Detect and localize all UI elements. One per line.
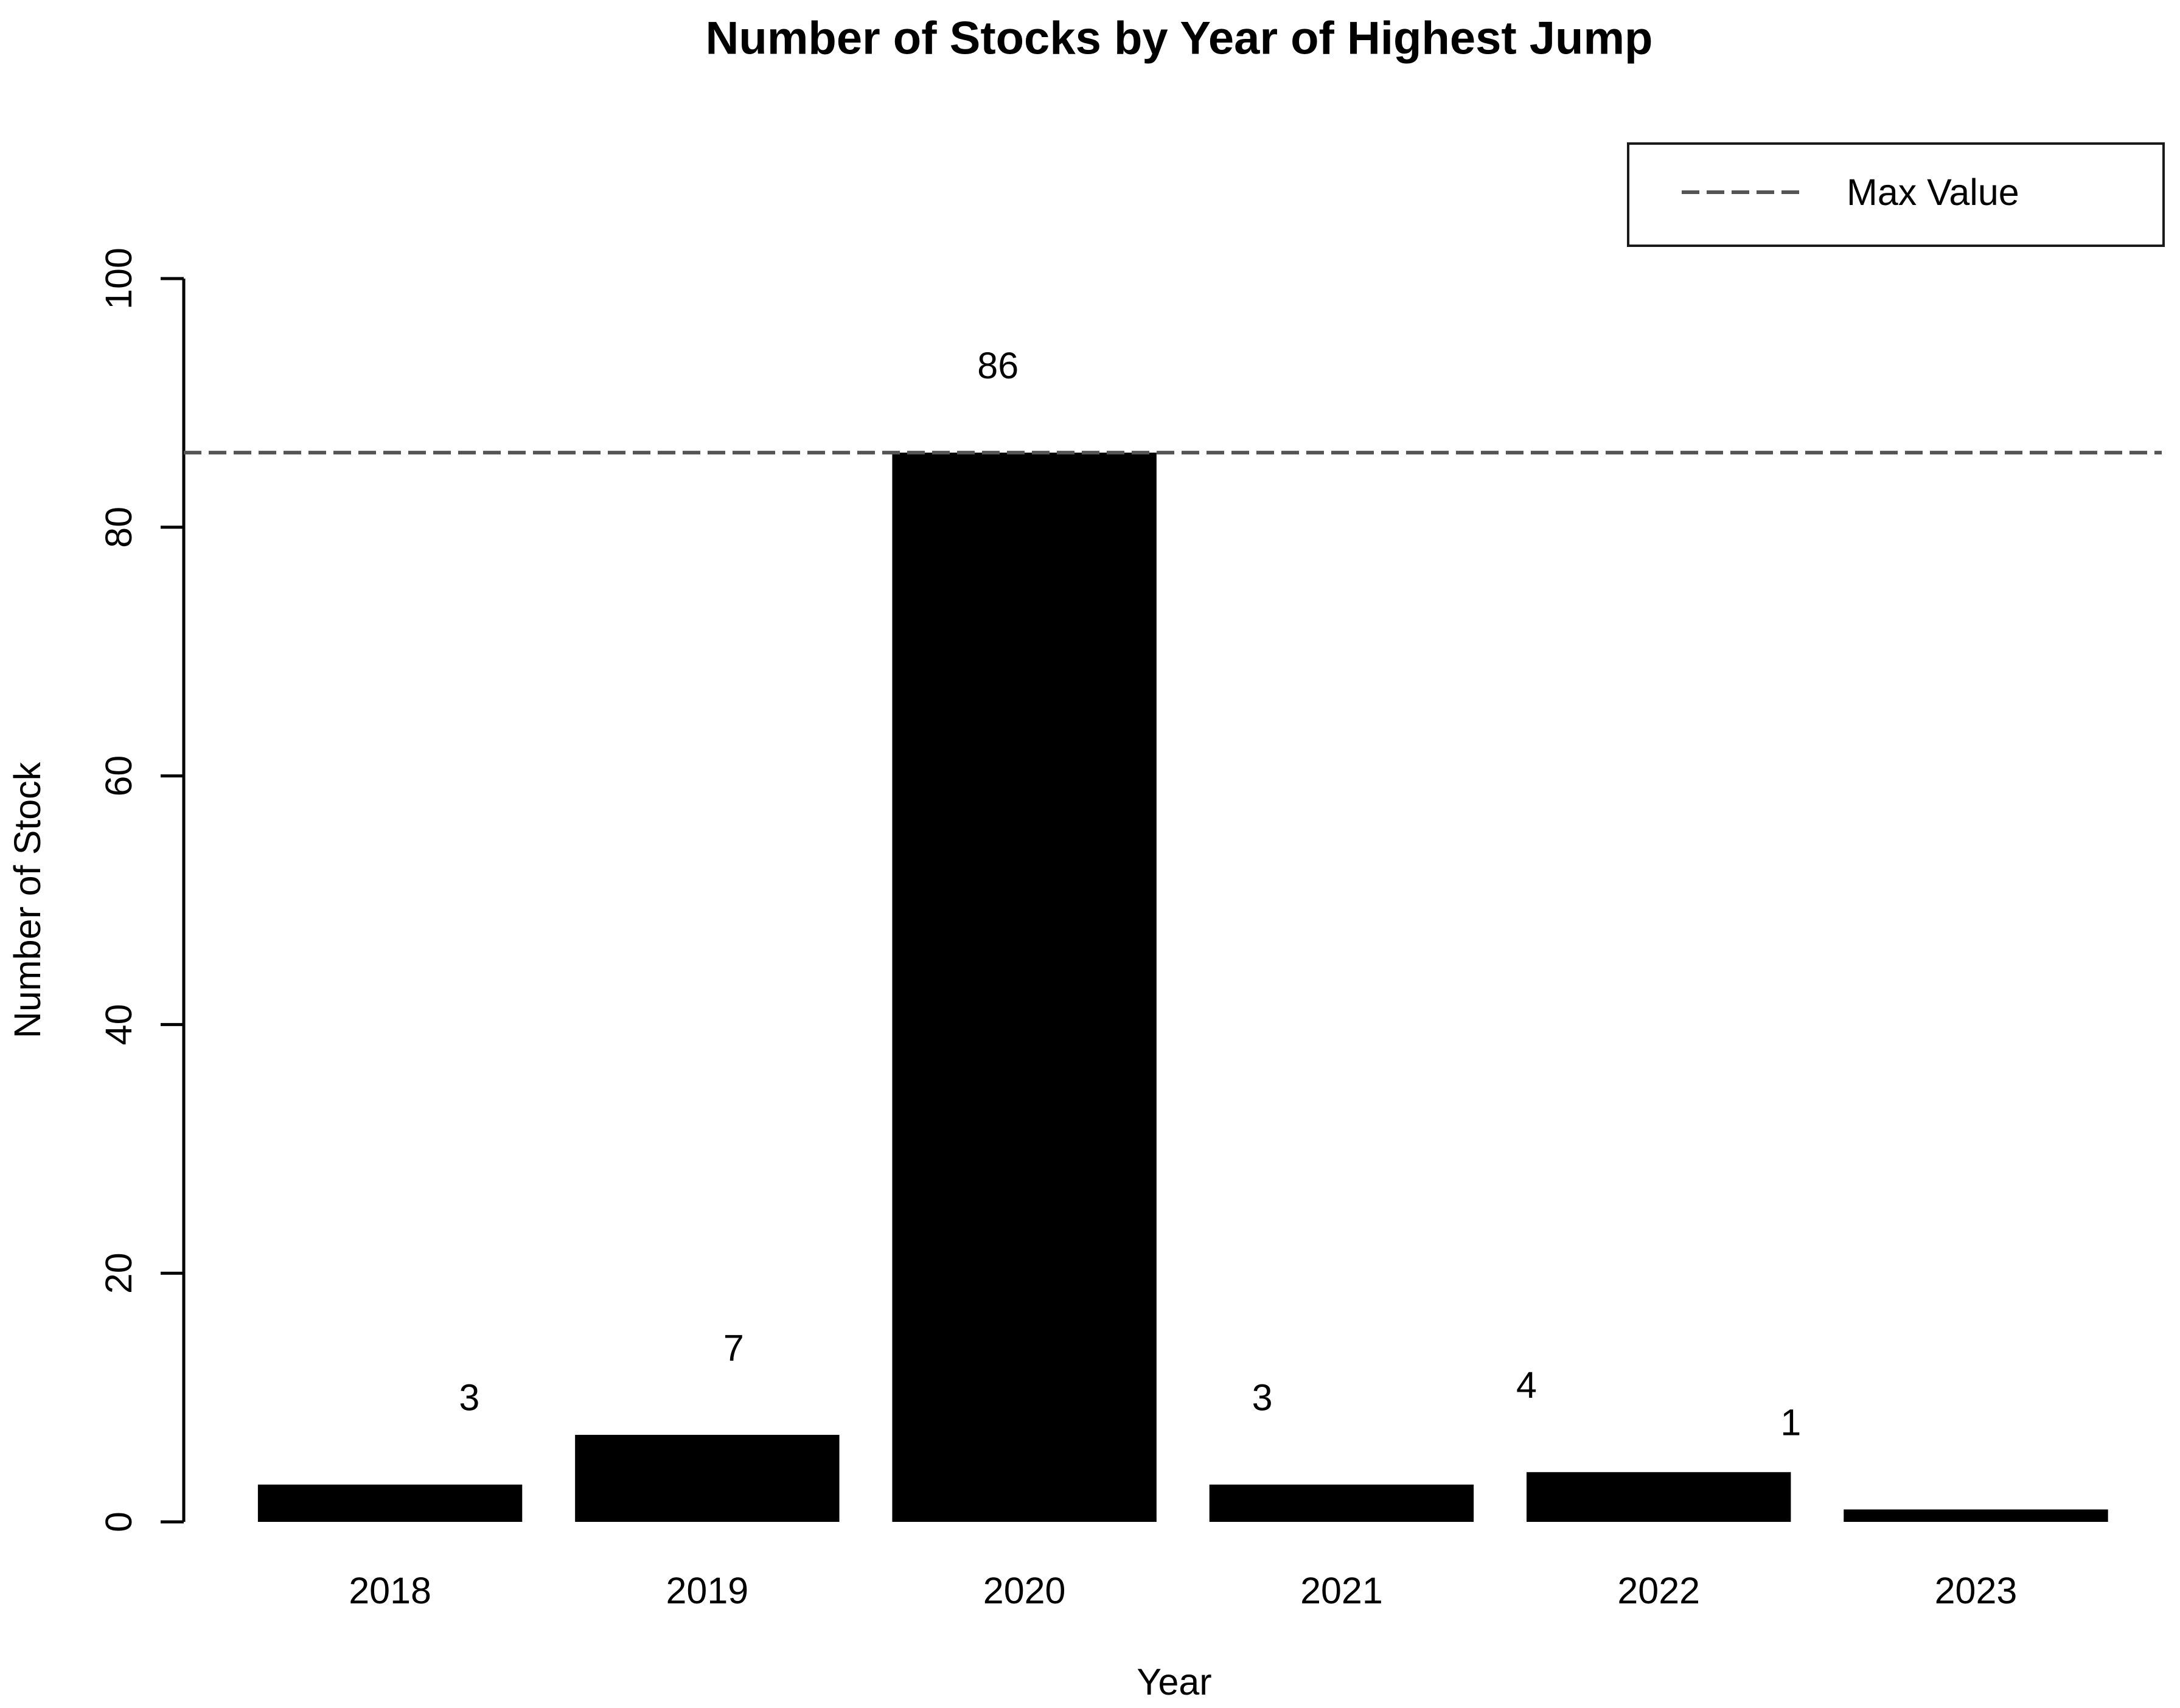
value-label-2020: 86 [977,345,1019,386]
legend-label: Max Value [1847,172,2019,213]
value-label-2023: 1 [1780,1401,1801,1443]
y-tick-label-40: 40 [98,1004,139,1045]
bar-2020 [892,453,1157,1522]
x-tick-label-2023: 2023 [1935,1570,2018,1611]
bar-2018 [257,1484,523,1522]
value-label-2022: 4 [1516,1364,1537,1406]
x-tick-label-2022: 2022 [1617,1570,1700,1611]
y-tick-label-0: 0 [98,1512,139,1532]
y-tick-label-60: 60 [98,755,139,797]
bar-2022 [1527,1472,1791,1522]
legend-box [1627,142,2165,247]
chart-title: Number of Stocks by Year of Highest Jump [706,13,1653,64]
x-tick-label-2018: 2018 [349,1570,431,1611]
y-tick-label-100: 100 [98,248,139,310]
y-tick-label-20: 20 [98,1252,139,1294]
plot-area: 0 20 40 60 80 100 2018 3 2019 7 2020 86 2021 3 2022 4 20… [98,248,2162,1611]
bar-2021 [1209,1484,1474,1522]
bar-2023 [1844,1509,2108,1522]
value-label-2018: 3 [459,1377,479,1418]
value-label-2019: 7 [723,1327,744,1369]
x-tick-label-2019: 2019 [666,1570,749,1611]
y-tick-label-80: 80 [98,507,139,548]
legend: Max Value [1627,142,2165,247]
x-axis-title: Year [1137,1661,1211,1703]
value-label-2021: 3 [1252,1377,1273,1418]
y-axis-title: Number of Stock [7,762,48,1038]
x-tick-label-2020: 2020 [983,1570,1066,1611]
x-tick-label-2021: 2021 [1300,1570,1383,1611]
bar-2019 [575,1434,840,1522]
